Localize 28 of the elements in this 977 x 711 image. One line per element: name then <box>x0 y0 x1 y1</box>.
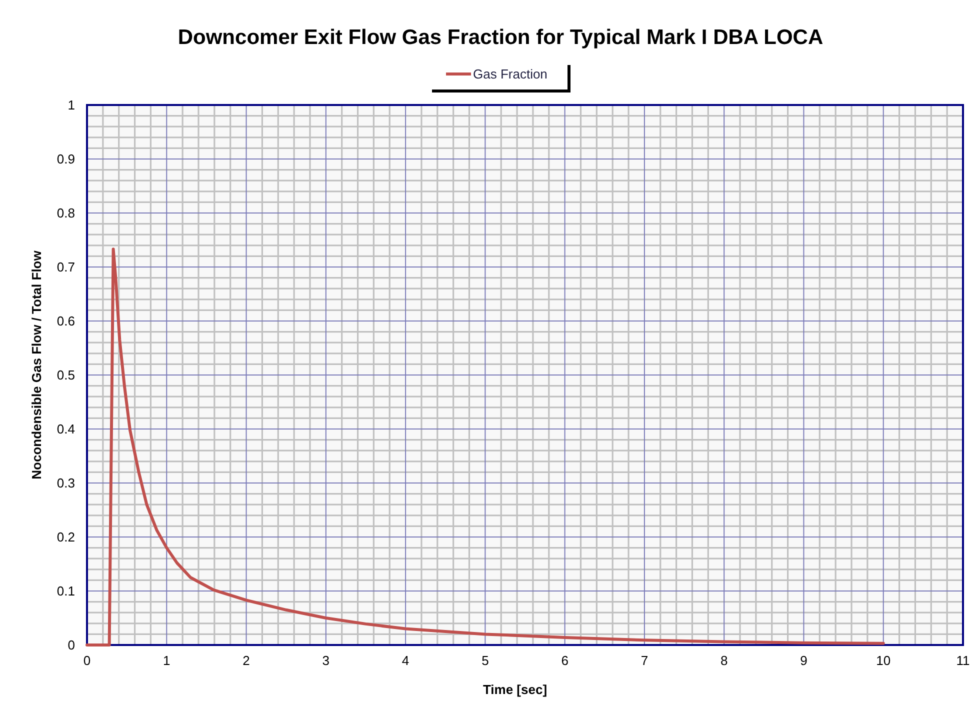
x-tick-label: 10 <box>876 653 891 668</box>
x-tick-label: 11 <box>956 653 970 668</box>
y-tick-label: 0.8 <box>56 206 75 220</box>
y-tick-label: 0.3 <box>56 476 75 490</box>
x-tick-label: 1 <box>163 653 170 668</box>
y-tick-label: 0.5 <box>56 368 75 382</box>
y-tick-label: 1 <box>68 98 75 112</box>
legend-label: Gas Fraction <box>473 66 548 82</box>
chart-title: Downcomer Exit Flow Gas Fraction for Typical Mark I DBA LOCA <box>178 26 824 49</box>
x-axis-title: Time [sec] <box>482 682 548 697</box>
x-tick-label: 3 <box>322 653 330 668</box>
x-tick-label: 6 <box>561 653 568 668</box>
x-tick-label: 4 <box>402 653 410 668</box>
x-tick-label: 5 <box>482 653 489 668</box>
y-axis-title: Nocondensible Gas Flow / Total Flow <box>29 250 44 480</box>
y-tick-label: 0.6 <box>56 314 75 328</box>
x-tick-label: 7 <box>640 653 648 668</box>
y-tick-label: 0.4 <box>56 422 75 436</box>
x-tick-label: 2 <box>242 653 250 668</box>
y-tick-label: 0.2 <box>56 530 75 544</box>
x-tick-label: 0 <box>83 653 91 668</box>
y-tick-label: 0.1 <box>56 584 75 598</box>
line-series <box>86 248 885 646</box>
x-tick-label: 9 <box>800 653 808 668</box>
y-tick-label: 0 <box>68 638 75 652</box>
y-tick-label: 0.9 <box>56 152 75 166</box>
x-tick-label: 8 <box>720 653 728 668</box>
y-tick-label: 0.7 <box>56 260 75 274</box>
